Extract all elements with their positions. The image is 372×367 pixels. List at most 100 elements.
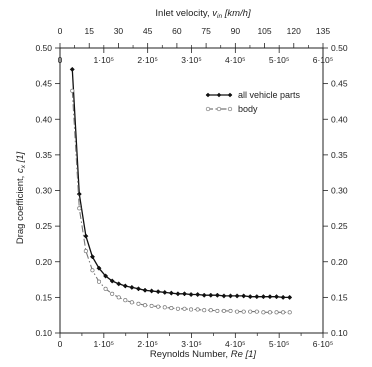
data-point-marker [162, 289, 168, 295]
x-axis-title: Reynolds Number, Re [1] [150, 349, 257, 360]
data-point-marker [129, 284, 135, 290]
x-axis-tick-label: 2·10⁵ [137, 339, 158, 349]
y-axis-right-tick-label: 0.45 [331, 79, 348, 89]
data-point-marker [208, 292, 214, 298]
top-axis-tick-label: 135 [316, 26, 330, 36]
data-point-marker [122, 283, 128, 289]
data-point-marker [142, 287, 148, 293]
top-axis-tick-label: 120 [287, 26, 301, 36]
data-point-marker [169, 306, 174, 311]
data-point-marker [221, 308, 226, 313]
data-point-marker [201, 292, 207, 298]
top-axis-tick-label: 30 [114, 26, 124, 36]
y-axis-tick-label: 0.45 [35, 79, 52, 89]
x-axis-tick-label: 3·10⁵ [181, 339, 202, 349]
data-point-marker [175, 291, 181, 297]
data-point-marker [83, 249, 88, 254]
data-point-marker [247, 294, 253, 300]
data-point-marker [83, 233, 89, 239]
data-point-marker [109, 278, 115, 284]
y-axis-right-tick-label: 0.35 [331, 150, 348, 160]
data-point-marker [254, 309, 259, 314]
top-axis-tick-label: 90 [231, 26, 241, 36]
data-point-marker [195, 291, 201, 298]
x-axis-ticks: 001·10⁵1·10⁵2·10⁵2·10⁵3·10⁵3·10⁵4·10⁵4·1… [58, 48, 334, 349]
data-point-marker [70, 88, 75, 93]
data-point-marker [287, 310, 292, 315]
legend-label: all vehicle parts [238, 90, 301, 100]
legend-marker [205, 106, 211, 112]
y-axis-tick-label: 0.30 [35, 186, 52, 196]
y-axis-right-tick-label: 0.10 [331, 328, 348, 338]
data-point-marker [273, 294, 280, 300]
data-point-marker [155, 289, 161, 295]
x-axis-tick-label: 5·10⁵ [269, 339, 290, 349]
legend-marker [205, 92, 211, 98]
data-point-marker [110, 291, 115, 296]
data-point-marker [280, 294, 286, 300]
data-point-marker [274, 310, 279, 315]
series-line [71, 69, 290, 299]
y-axis-right-tick-label: 0.50 [331, 43, 348, 53]
data-point-marker [103, 286, 108, 291]
y-axis-tick-label: 0.40 [35, 114, 52, 124]
legend-marker [227, 106, 233, 112]
data-point-marker [181, 291, 188, 297]
data-point-marker [89, 254, 95, 260]
x-axis-tick-label-upper: 2·10⁵ [137, 55, 158, 65]
data-point-marker [189, 307, 194, 312]
top-axis-title: Inlet velocity, vin [km/h] [155, 8, 251, 20]
data-point-marker [267, 294, 273, 300]
data-point-marker [208, 308, 213, 313]
top-axis-tick-label: 75 [201, 26, 211, 36]
data-point-marker [149, 303, 154, 308]
x-axis-tick-label: 1·10⁵ [94, 339, 115, 349]
y-axis-tick-label: 0.15 [35, 292, 52, 302]
data-point-marker [267, 310, 273, 315]
data-point-marker [235, 309, 240, 314]
data-point-marker [142, 303, 148, 308]
y-axis-title: Drag coefficient, cx [1] [15, 151, 27, 244]
data-point-marker [96, 265, 102, 271]
x-axis-tick-label-upper: 5·10⁵ [269, 55, 290, 65]
data-point-marker [175, 306, 180, 311]
data-point-marker [281, 310, 286, 315]
data-point-marker [182, 306, 187, 311]
data-point-marker [168, 290, 174, 296]
legend: all vehicle parts body [205, 90, 301, 114]
data-point-marker [76, 191, 82, 197]
y-axis-right-tick-label: 0.40 [331, 114, 348, 124]
legend-marker [227, 92, 233, 98]
data-point-marker [69, 66, 75, 72]
data-point-marker [116, 295, 121, 300]
data-point-marker [241, 309, 246, 314]
data-point-marker [234, 293, 240, 299]
data-point-marker [103, 273, 109, 279]
legend-label: body [238, 104, 258, 114]
y-axis-right-tick-label: 0.30 [331, 186, 348, 196]
data-point-marker [135, 286, 142, 292]
x-axis-tick-label: 4·10⁵ [225, 339, 246, 349]
top-axis-ticks: 0 15 30 45 60 75 90 105 120 135 [58, 26, 330, 48]
x-axis-tick-label: 6·10⁵ [313, 339, 334, 349]
series-line [71, 90, 290, 313]
data-point-marker [227, 293, 234, 299]
y-axis-right-tick-label: 0.20 [331, 257, 348, 267]
data-point-marker [202, 308, 207, 313]
top-axis-tick-label: 60 [172, 26, 182, 36]
data-point-marker [195, 307, 200, 312]
top-axis-tick-label: 0 [58, 26, 63, 36]
data-point-marker [260, 294, 266, 300]
data-point-marker [156, 304, 161, 309]
top-axis-tick-label: 105 [257, 26, 271, 36]
y-axis-right-tick-label: 0.15 [331, 292, 348, 302]
x-axis-tick-label: 0 [58, 339, 63, 349]
y-axis-ticks: 0.10 0.15 0.20 0.25 0.30 0.35 0.40 0.45 0.50 [35, 43, 60, 338]
data-point-marker [254, 294, 260, 300]
data-point-marker [214, 292, 220, 298]
y-axis-tick-label: 0.35 [35, 150, 52, 160]
data-point-marker [188, 291, 194, 298]
y-axis-right-ticks: 0.10 0.15 0.20 0.25 0.30 0.35 0.40 0.45 0.50 [323, 43, 348, 338]
data-point-marker [129, 300, 134, 305]
x-axis-tick-label-upper: 3·10⁵ [181, 55, 202, 65]
